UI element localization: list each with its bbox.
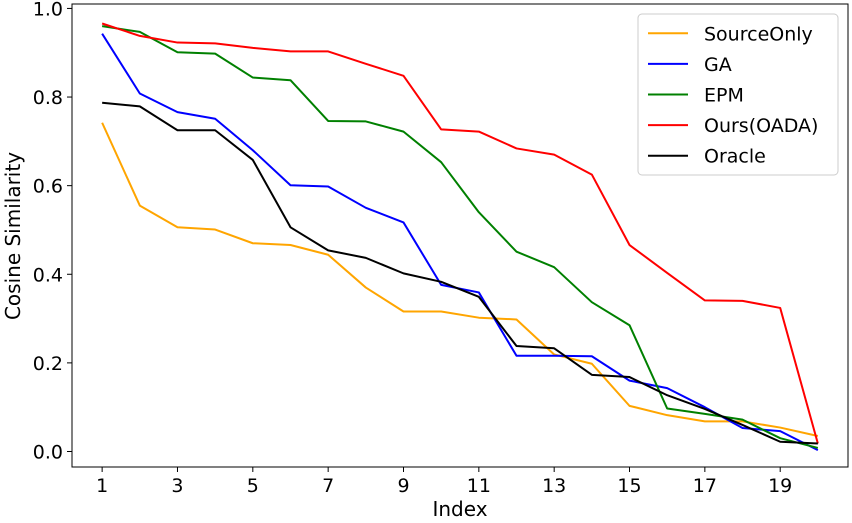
x-tick-label: 3 (171, 475, 183, 497)
legend-label: Oracle (704, 146, 766, 168)
plot-lines (101, 22, 819, 452)
x-tick-label: 19 (768, 475, 792, 497)
legend-box (637, 13, 839, 176)
x-tick-label: 5 (247, 475, 259, 497)
series-line-oracle (102, 101, 818, 445)
series-line-epm (101, 25, 819, 449)
legend-label: SourceOnly (704, 23, 813, 45)
y-tick-label: 1.0 (33, 0, 63, 20)
x-tick-label: 15 (617, 475, 641, 497)
x-axis-label: Index (432, 497, 487, 519)
x-tick-label: 11 (467, 475, 491, 497)
x-tick-label: 9 (397, 475, 409, 497)
legend-label: Ours(OADA) (704, 115, 818, 137)
legend-label: EPM (704, 85, 744, 107)
x-tick-label: 7 (322, 475, 334, 497)
y-tick-label: 0.4 (33, 264, 63, 286)
x-tick-label: 1 (96, 475, 108, 497)
y-tick-label: 0.6 (33, 176, 63, 198)
y-axis: 0.0 0.2 0.4 0.6 0.8 1.0 (33, 0, 72, 463)
y-tick-label: 0.8 (33, 87, 63, 109)
x-tick-label: 13 (542, 475, 566, 497)
x-tick-label: 17 (693, 475, 717, 497)
y-axis-label: Cosine Similarity (1, 152, 25, 320)
y-tick-label: 0.2 (33, 353, 63, 375)
legend-label: GA (704, 54, 732, 76)
x-axis: 1 3 5 7 9 11 13 15 17 19 (96, 467, 792, 497)
legend: SourceOnly GA EPM Ours(OADA) Oracle (637, 13, 839, 176)
plot-frame (71, 3, 849, 468)
y-tick-label: 0.0 (33, 441, 63, 463)
series-line-ours-oada (101, 22, 819, 444)
series-line-sourceonly (101, 122, 819, 437)
